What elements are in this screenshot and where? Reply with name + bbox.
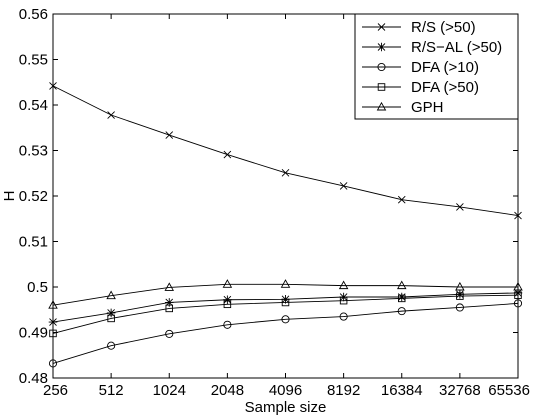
series-square <box>49 291 522 338</box>
legend-marker <box>377 83 386 91</box>
data-point <box>106 308 116 318</box>
x-tick-label: 65536 <box>488 382 530 399</box>
legend-item: R/S−AL (>50) <box>362 39 502 56</box>
data-point <box>48 359 58 368</box>
y-tick-label: 0.53 <box>19 143 48 160</box>
data-point <box>338 280 349 290</box>
data-point <box>165 329 174 338</box>
data-point <box>223 295 232 305</box>
data-point <box>397 195 406 204</box>
x-tick-label: 4096 <box>269 382 302 399</box>
data-point <box>513 288 523 298</box>
y-tick-label: 0.56 <box>19 6 48 23</box>
data-point <box>107 341 116 350</box>
legend-marker <box>376 101 387 111</box>
series-line <box>52 294 519 334</box>
data-point <box>513 299 523 308</box>
data-point <box>164 282 175 291</box>
data-point <box>281 168 290 177</box>
data-point <box>107 111 115 119</box>
legend-marker <box>377 23 386 31</box>
x-tick-label: 32768 <box>439 382 481 399</box>
y-tick-label: 0.51 <box>19 234 48 251</box>
series-layer <box>48 82 523 368</box>
data-point <box>165 304 173 313</box>
data-point <box>339 312 348 321</box>
legend-label: R/S (>50) <box>411 19 476 36</box>
data-point <box>396 280 407 290</box>
data-point <box>455 303 464 312</box>
legend: R/S (>50) R/S−AL (>50) DFA (>10) DFA (>50) G… <box>354 13 519 120</box>
data-point <box>222 279 233 288</box>
legend-box <box>354 13 519 120</box>
data-point <box>48 317 58 327</box>
data-point <box>513 281 523 291</box>
x-axis: 256 512 1024 2048 4096 8192 16384 32768 65536 <box>43 14 530 399</box>
data-point <box>281 315 290 324</box>
data-point <box>456 292 464 300</box>
legend-label: DFA (>50) <box>411 79 479 96</box>
legend-item: GPH <box>362 99 444 116</box>
x-tick-label: 512 <box>99 382 124 399</box>
x-axis-label: Sample size <box>245 399 327 416</box>
data-point <box>339 182 348 190</box>
legend-marker <box>377 62 386 72</box>
legend-item: R/S (>50) <box>362 19 476 36</box>
y-tick-label: 0.49 <box>19 325 48 342</box>
data-point <box>281 298 290 307</box>
data-point <box>339 296 348 305</box>
data-point <box>397 307 406 316</box>
y-tick-label: 0.52 <box>19 188 48 205</box>
legend-label: DFA (>10) <box>411 59 479 76</box>
series-line <box>52 302 519 364</box>
data-point <box>456 203 464 211</box>
data-point <box>223 300 232 309</box>
legend-item: DFA (>10) <box>362 59 479 76</box>
series-circle <box>48 299 523 368</box>
data-point <box>48 300 58 309</box>
data-point <box>223 320 232 329</box>
legend-label: R/S−AL (>50) <box>411 39 502 56</box>
series-x <box>49 82 522 220</box>
data-point <box>280 279 291 288</box>
x-tick-label: 1024 <box>153 382 186 399</box>
legend-label: GPH <box>411 99 444 116</box>
y-tick-label: 0.48 <box>19 370 48 387</box>
legend-item: DFA (>50) <box>362 79 479 96</box>
data-point <box>398 294 406 303</box>
data-point <box>107 314 115 323</box>
x-tick-label: 8192 <box>327 382 360 399</box>
y-tick-label: 0.5 <box>27 279 48 296</box>
data-point <box>106 290 116 300</box>
series-triangle <box>48 279 523 309</box>
x-tick-label: 16384 <box>381 382 423 399</box>
data-point <box>397 292 407 302</box>
y-axis: 0.48 0.49 0.5 0.51 0.52 0.53 0.54 0.55 0.56 <box>19 6 518 387</box>
x-tick-label: 256 <box>43 382 68 399</box>
data-point <box>223 150 232 159</box>
y-tick-label: 0.54 <box>19 97 48 114</box>
data-point <box>514 211 522 220</box>
y-tick-label: 0.55 <box>19 52 48 69</box>
legend-marker <box>377 42 386 52</box>
data-point <box>455 281 465 291</box>
data-point <box>514 291 522 299</box>
data-point <box>49 82 57 90</box>
data-point <box>164 298 174 307</box>
series-line <box>52 283 518 306</box>
data-point <box>165 131 174 139</box>
y-axis-label: H <box>1 191 18 202</box>
x-tick-label: 2048 <box>211 382 244 399</box>
data-point <box>49 329 57 338</box>
data-point <box>455 289 465 299</box>
